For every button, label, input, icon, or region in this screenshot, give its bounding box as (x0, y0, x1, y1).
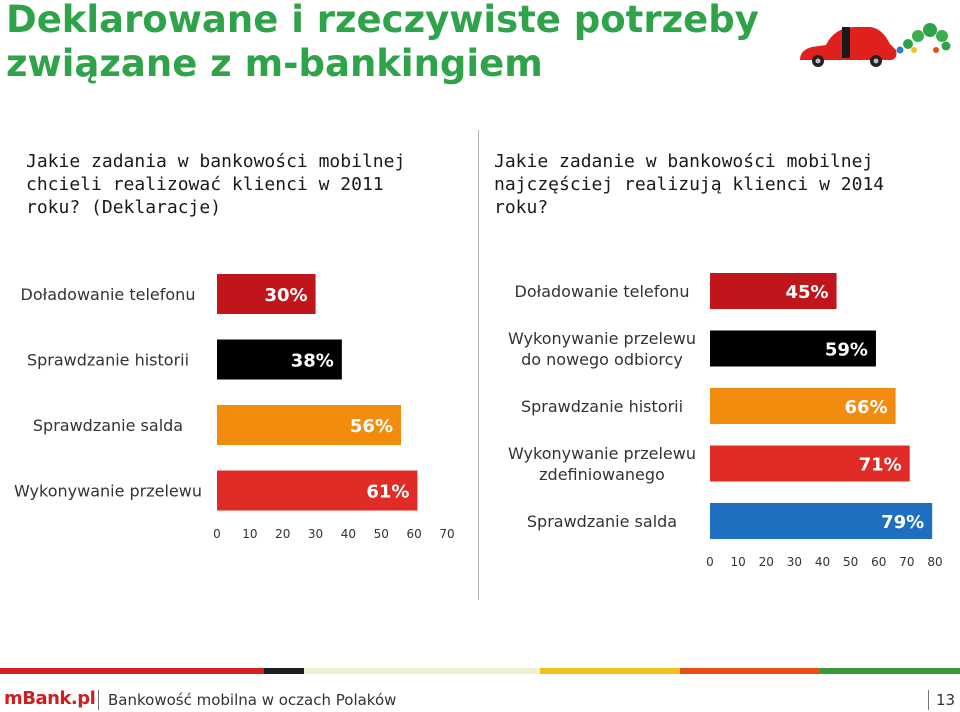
x-tick-label: 10 (730, 555, 745, 569)
stripe-segment (264, 668, 304, 674)
footer-divider (98, 690, 99, 710)
bar (217, 339, 342, 380)
x-tick-label: 60 (407, 527, 422, 541)
chart-2014: Doładowanie telefonu 45% Wykonywanie przel… (508, 273, 943, 569)
chart-2014-question: Jakie zadanie w bankowości mobilnej najc… (494, 151, 885, 218)
category-label: do nowego odbiorcy (521, 350, 683, 369)
data-label: 30% (264, 285, 307, 306)
x-tick-label: 30 (308, 527, 323, 541)
footer-divider (928, 690, 929, 710)
footer-caption: Bankowość mobilna w oczach Polaków (108, 691, 397, 709)
x-tick-label: 40 (815, 555, 830, 569)
stripe-segment (540, 668, 680, 674)
stripe-segment (304, 668, 540, 674)
category-label: Sprawdzanie historii (521, 397, 683, 416)
stripe-segment (820, 668, 960, 674)
category-label: Sprawdzanie salda (527, 512, 677, 531)
data-label: 71% (859, 455, 902, 476)
category-label: Wykonywanie przelewu (508, 444, 696, 463)
bar (217, 274, 316, 314)
bar (710, 445, 910, 482)
x-tick-label: 70 (899, 555, 914, 569)
data-label: 45% (785, 282, 828, 303)
stripe-segment (0, 668, 264, 674)
data-label: 66% (845, 397, 888, 418)
data-label: 59% (825, 340, 868, 361)
cars-logo-icon (800, 23, 951, 67)
category-label: Wykonywanie przelewu (14, 482, 202, 501)
data-label: 61% (366, 482, 409, 503)
mbank-logo[interactable]: mBank.pl (4, 688, 96, 709)
x-tick-label: 0 (213, 527, 221, 541)
category-label: zdefiniowanego (539, 465, 665, 484)
bar (217, 405, 401, 445)
data-label: 56% (350, 416, 393, 437)
x-tick-label: 20 (275, 527, 290, 541)
x-tick-label: 70 (439, 527, 454, 541)
x-tick-label: 20 (759, 555, 774, 569)
bar (710, 503, 933, 539)
bar (710, 273, 837, 309)
x-tick-label: 0 (706, 555, 714, 569)
x-tick-label: 80 (927, 555, 942, 569)
stripe-segment (680, 668, 820, 674)
chart-2011-question: Jakie zadania w bankowości mobilnej chci… (26, 151, 406, 218)
category-label: Wykonywanie przelewu (508, 329, 696, 348)
category-label: Sprawdzanie salda (33, 416, 183, 435)
slide-title: Deklarowane i rzeczywiste potrzeby związ… (6, 0, 759, 85)
category-label: Doładowanie telefonu (515, 282, 690, 301)
column-divider (478, 130, 479, 600)
chart-2011: Doładowanie telefonu 30% Sprawdzanie histo… (14, 274, 455, 541)
x-tick-label: 50 (843, 555, 858, 569)
data-label: 38% (291, 351, 334, 372)
x-tick-label: 10 (242, 527, 257, 541)
category-label: Doładowanie telefonu (21, 285, 196, 304)
x-tick-label: 40 (341, 527, 356, 541)
data-label: 79% (881, 512, 924, 533)
x-tick-label: 30 (787, 555, 802, 569)
bar (710, 388, 896, 424)
page-number: 13 (936, 691, 956, 709)
x-tick-label: 50 (374, 527, 389, 541)
footer-color-stripe (0, 668, 960, 674)
bar (217, 470, 418, 511)
category-label: Sprawdzanie historii (27, 351, 189, 370)
x-tick-label: 60 (871, 555, 886, 569)
bar (710, 330, 876, 367)
